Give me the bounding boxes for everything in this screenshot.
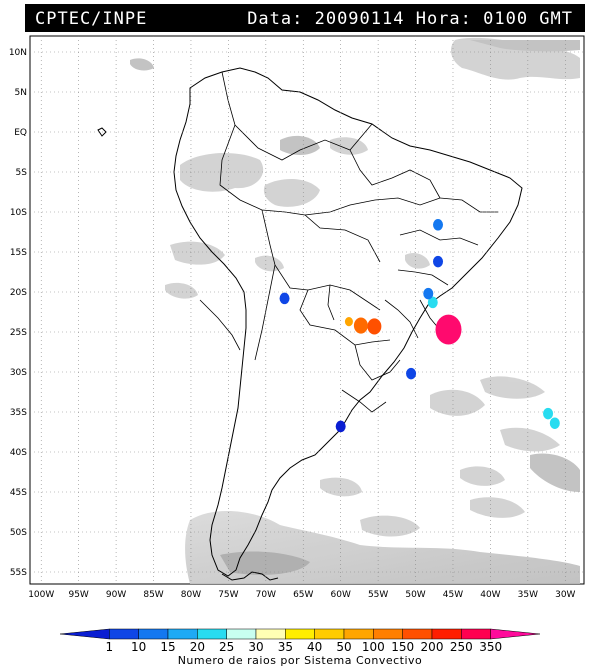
longitude-label: 35W [518,590,538,600]
lightning-cells [279,219,560,433]
lightning-cell [433,219,444,231]
latitude-label: 20S [10,288,27,298]
colorbar-swatch [461,628,491,640]
latitude-label: 50S [10,528,27,538]
colorbar-swatch [373,628,403,640]
colorbar-label: 250 [449,640,473,654]
latitude-label: 40S [10,448,27,458]
longitude-label: 30W [555,590,575,600]
latitude-label: 15S [10,248,27,258]
latitude-label: 10N [9,48,27,58]
agency-label: CPTEC/INPE [35,9,148,29]
longitude-label: 40W [480,590,500,600]
longitude-labels: 100W 95W 90W 85W 80W 75W 70W 65W 60W 55W 50W 45W 40W… [28,590,575,600]
colorbar-label: 35 [277,640,293,654]
longitude-label: 45W [443,590,463,600]
colorbar-label: 10 [131,640,147,654]
colorbar-caption: Numero de raios por Sistema Convectivo [177,654,423,667]
colorbar-label: 20 [189,640,205,654]
colorbar-swatch [314,628,345,640]
longitude-label: 90W [106,590,126,600]
colorbar-swatch [402,628,433,640]
longitude-label: 100W [28,590,54,600]
colorbar [59,628,541,640]
map-panel [29,35,585,585]
colorbar-label: 150 [391,640,415,654]
colorbar-label: 350 [479,640,503,654]
lightning-cell [344,317,353,327]
colorbar-label: 100 [361,640,385,654]
longitude-label: 70W [256,590,276,600]
latitude-label: 10S [10,208,27,218]
colorbar-label: 25 [219,640,235,654]
lightning-cell [433,255,444,268]
date-time-label: Data: 20090114 Hora: 0100 GMT [247,9,573,29]
colorbar-swatch [431,628,462,640]
title-bar: CPTEC/INPE Data: 20090114 Hora: 0100 GMT [25,4,585,32]
colorbar-swatch [167,628,198,640]
colorbar-swatch [343,628,374,640]
lightning-cell [406,367,417,380]
colorbar-swatch [255,628,286,640]
latitude-label: 55S [10,568,27,578]
colorbar-label: 30 [248,640,264,654]
longitude-label: 50W [405,590,425,600]
lightning-cell [435,314,462,345]
latitude-label: EQ [14,128,27,138]
colorbar-label: 50 [336,640,352,654]
lightning-cell [353,317,368,334]
longitude-label: 75W [218,590,238,600]
colorbar-label: 1 [105,640,114,654]
graticule [30,36,584,584]
colorbar-label: 40 [307,640,323,654]
lightning-cell [427,296,438,309]
latitude-label: 30S [10,368,27,378]
latitude-label: 45S [10,488,27,498]
latitude-labels: 10N 5N EQ 5S 10S 15S 20S 25S 30S 35S 40S 45S 50S 55S [9,48,27,578]
lightning-cell [543,407,554,420]
cloud-cover [130,37,581,584]
colorbar-swatch [138,628,169,640]
longitude-label: 85W [143,590,163,600]
colorbar-swatch [109,628,139,640]
longitude-label: 80W [181,590,201,600]
colorbar-swatch [197,628,227,640]
colorbar-label: 15 [160,640,176,654]
latitude-label: 5N [15,88,27,98]
country-borders [199,71,498,413]
lightning-cell [549,417,560,429]
colorbar-swatch [59,628,110,640]
colorbar-swatch [490,628,541,640]
lightning-cell [279,292,290,305]
colorbar-swatch [285,628,315,640]
lightning-cell [335,420,346,433]
lightning-cell [367,318,382,335]
longitude-label: 60W [331,590,351,600]
latitude-label: 25S [10,328,27,338]
colorbar-swatch [226,628,257,640]
longitude-label: 55W [368,590,388,600]
latitude-label: 5S [16,168,28,178]
lightning-cell [423,287,434,300]
latitude-label: 35S [10,408,27,418]
colorbar-label: 200 [420,640,444,654]
longitude-label: 65W [293,590,313,600]
longitude-label: 95W [68,590,88,600]
